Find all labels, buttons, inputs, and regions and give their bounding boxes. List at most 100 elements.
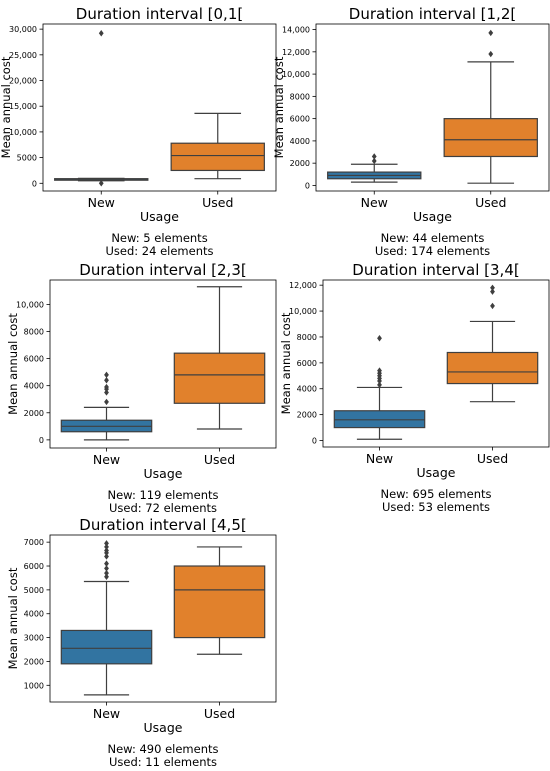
outlier-point <box>104 560 109 566</box>
subplot-caption: Used: 11 elements <box>109 755 217 769</box>
box-iqr <box>174 353 264 403</box>
x-tick-label: Used <box>204 452 235 467</box>
y-tick-label: 20,000 <box>9 77 37 86</box>
box-new <box>334 335 424 439</box>
box-iqr <box>334 411 424 428</box>
y-tick-label: 10,000 <box>289 307 317 316</box>
box-new <box>55 30 148 186</box>
box-iqr <box>444 119 537 157</box>
box-iqr <box>171 143 264 170</box>
x-tick-label: New <box>88 195 115 210</box>
y-tick-label: 10,000 <box>282 70 310 79</box>
x-tick-label: Used <box>204 706 235 721</box>
y-tick-label: 6000 <box>24 562 44 571</box>
box-used <box>171 113 264 178</box>
x-tick-label: New <box>93 452 120 467</box>
y-tick-label: 10,000 <box>16 300 44 309</box>
subplot-title: Duration interval [1,2[ <box>349 5 516 23</box>
subplot-title: Duration interval [4,5[ <box>79 516 246 534</box>
y-tick-label: 4000 <box>24 382 44 391</box>
y-tick-label: 0 <box>312 437 317 446</box>
x-axis-label: Usage <box>413 209 452 224</box>
y-tick-label: 0 <box>305 181 310 190</box>
y-axis-label: Mean annual cost <box>0 56 13 158</box>
subplot-caption: Used: 53 elements <box>382 500 490 514</box>
y-tick-label: 15,000 <box>9 102 37 111</box>
y-tick-label: 0 <box>39 436 44 445</box>
y-tick-label: 3000 <box>24 634 44 643</box>
x-axis-label: Usage <box>144 466 183 481</box>
y-tick-label: 12,000 <box>289 281 317 290</box>
y-axis-label: Mean annual cost <box>272 56 286 158</box>
outlier-point <box>104 372 109 378</box>
outlier-point <box>377 335 382 341</box>
outlier-point <box>104 399 109 405</box>
y-axis-label: Mean annual cost <box>6 567 20 669</box>
y-tick-label: 8000 <box>297 333 317 342</box>
subplot-caption: New: 490 elements <box>107 742 218 756</box>
box-iqr <box>174 566 264 638</box>
y-tick-label: 10,000 <box>9 128 37 137</box>
axes-frame <box>316 24 549 191</box>
y-tick-label: 8000 <box>290 92 310 101</box>
y-tick-label: 2000 <box>24 657 44 666</box>
subplot-caption: New: 695 elements <box>380 487 491 501</box>
x-tick-label: New <box>361 195 388 210</box>
y-tick-label: 2000 <box>290 159 310 168</box>
subplot-title: Duration interval [3,4[ <box>352 261 519 279</box>
subplot-1: Duration interval [0,1[ 0 5000 10,000 15,000… <box>0 5 276 258</box>
subplot-caption: New: 119 elements <box>107 488 218 502</box>
y-tick-label: 4000 <box>297 385 317 394</box>
outlier-point <box>490 285 495 291</box>
subplot-title: Duration interval [2,3[ <box>79 261 246 279</box>
x-tick-label: Used <box>477 451 508 466</box>
box-new <box>61 540 151 695</box>
outlier-point <box>99 30 104 36</box>
box-used <box>174 287 264 429</box>
outlier-point <box>488 30 493 36</box>
subplot-caption: Used: 24 elements <box>105 244 213 258</box>
y-tick-label: 2000 <box>297 411 317 420</box>
y-tick-label: 7000 <box>24 538 44 547</box>
x-tick-label: Used <box>475 195 506 210</box>
subplot-caption: New: 44 elements <box>381 231 485 245</box>
y-tick-label: 6000 <box>24 355 44 364</box>
x-axis-label: Usage <box>144 720 183 735</box>
y-tick-label: 5000 <box>17 154 37 163</box>
subplot-2: Duration interval [1,2[ 0 2000 4000 6000 8000… <box>272 5 549 258</box>
x-tick-label: New <box>93 706 120 721</box>
outlier-point <box>490 303 495 309</box>
y-tick-label: 0 <box>32 179 37 188</box>
subplot-title: Duration interval [0,1[ <box>76 5 243 23</box>
y-axis-label: Mean annual cost <box>6 313 20 415</box>
subplot-5: Duration interval [4,5[ 1000 2000 3000 4000 5… <box>6 516 276 769</box>
y-tick-label: 8000 <box>24 327 44 336</box>
outlier-point <box>372 153 377 159</box>
y-tick-label: 6000 <box>297 359 317 368</box>
y-axis-label: Mean annual cost <box>279 312 293 414</box>
y-tick-label: 4000 <box>24 610 44 619</box>
y-tick-label: 2000 <box>24 409 44 418</box>
y-tick-label: 1000 <box>24 681 44 690</box>
subplot-caption: New: 5 elements <box>111 231 207 245</box>
subplot-caption: Used: 174 elements <box>375 244 490 258</box>
box-new <box>328 153 421 182</box>
y-tick-label: 30,000 <box>9 25 37 34</box>
y-tick-label: 4000 <box>290 137 310 146</box>
y-tick-label: 6000 <box>290 115 310 124</box>
box-used <box>174 547 264 654</box>
outlier-point <box>104 540 109 546</box>
y-tick-label: 12,000 <box>282 48 310 57</box>
x-axis-label: Usage <box>140 209 179 224</box>
y-tick-label: 5000 <box>24 586 44 595</box>
box-iqr <box>61 630 151 663</box>
y-tick-label: 14,000 <box>282 26 310 35</box>
x-tick-label: New <box>366 451 393 466</box>
box-new <box>61 372 151 440</box>
box-iqr <box>447 352 537 383</box>
box-used <box>447 285 537 402</box>
outlier-point <box>488 51 493 57</box>
x-tick-label: Used <box>202 195 233 210</box>
y-tick-label: 25,000 <box>9 51 37 60</box>
